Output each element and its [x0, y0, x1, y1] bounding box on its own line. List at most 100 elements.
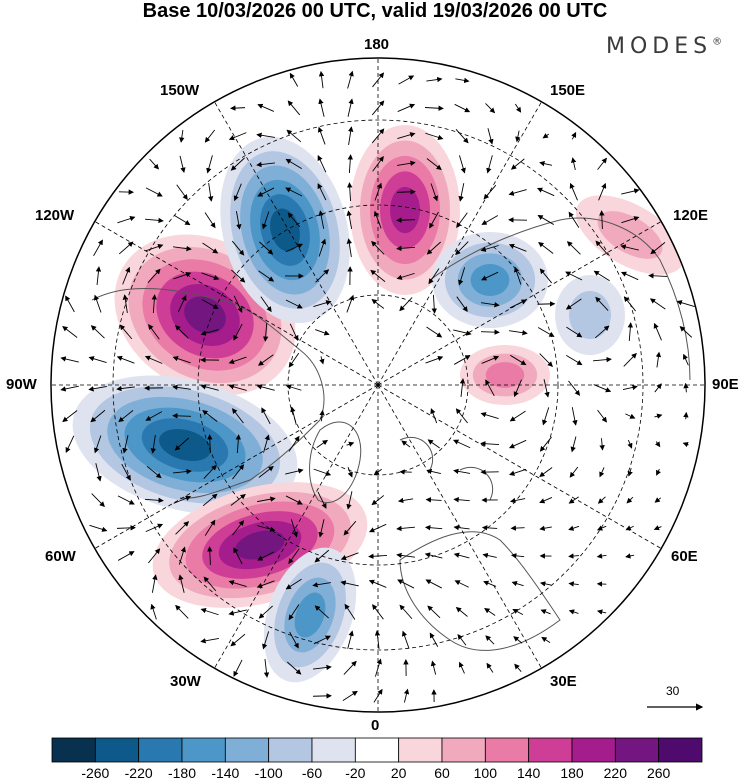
- wind-vector: [625, 553, 635, 559]
- wind-vector: [676, 300, 695, 308]
- wind-vector: [317, 155, 327, 173]
- wind-vector: [623, 296, 636, 312]
- wind-vector: [145, 523, 164, 533]
- wind-vector: [233, 183, 242, 202]
- wind-vector: [174, 325, 189, 339]
- wind-vector: [93, 239, 103, 257]
- wind-vector: [62, 325, 78, 338]
- wind-vector: [374, 182, 383, 201]
- meridian-line: [92, 219, 379, 386]
- lon-label-90e: 90E: [712, 376, 739, 393]
- wind-vector: [177, 295, 187, 313]
- wind-vector: [568, 553, 579, 559]
- wind-vector: [431, 294, 437, 314]
- wind-vector: [119, 324, 133, 340]
- wind-vector: [147, 268, 161, 283]
- wind-vector: [485, 103, 496, 114]
- wind-vector: [425, 355, 444, 364]
- wind-vector: [285, 158, 302, 170]
- wind-vector: [347, 182, 353, 202]
- wind-vector: [368, 553, 388, 559]
- wind-vector: [483, 184, 497, 200]
- lon-label-150e: 150E: [550, 82, 586, 99]
- map-disc: [51, 58, 705, 712]
- wind-vector: [508, 243, 527, 252]
- wind-vector: [373, 210, 382, 229]
- wind-vector: [598, 182, 607, 201]
- wind-vector: [509, 410, 526, 422]
- wind-vector: [480, 329, 500, 335]
- wind-vector: [286, 129, 302, 143]
- wind-vector: [568, 609, 579, 615]
- wind-vector: [509, 299, 527, 309]
- lon-label-90w: 90W: [6, 376, 37, 393]
- wind-vector: [368, 523, 387, 533]
- wind-vector: [514, 266, 522, 285]
- wind-vector: [206, 155, 213, 174]
- wind-vector: [539, 467, 553, 478]
- anomaly-field: [72, 125, 685, 683]
- wind-vector: [319, 409, 325, 422]
- wind-vector: [510, 158, 525, 170]
- colorbar-segment: [224, 737, 270, 763]
- wind-vector: [262, 211, 270, 230]
- arctic-islands: [399, 436, 494, 501]
- wind-vector: [537, 327, 555, 337]
- wind-vector: [121, 463, 131, 481]
- wind-vector: [116, 525, 136, 531]
- wind-vector: [172, 356, 191, 364]
- wind-vector: [539, 581, 552, 587]
- wind-vector: [235, 211, 242, 230]
- positive-anomaly-central-siberia: [460, 345, 550, 405]
- wind-vector: [313, 300, 332, 307]
- wind-vector: [262, 322, 269, 342]
- lon-label-30w: 30W: [170, 673, 201, 690]
- wind-vector: [314, 549, 330, 563]
- wind-vector: [566, 241, 581, 255]
- north-america-coast: [91, 287, 325, 499]
- wind-vector: [568, 211, 580, 228]
- negative-anomaly-aleutian: [220, 136, 350, 324]
- wind-vector: [150, 603, 157, 620]
- wind-vector: [566, 326, 583, 338]
- wind-vector: [94, 435, 102, 454]
- wind-vector: [682, 353, 689, 366]
- lon-label-180: 180: [364, 36, 390, 53]
- wind-vector: [95, 266, 102, 285]
- wind-vector: [453, 524, 470, 531]
- wind-vector: [655, 351, 662, 368]
- wind-vector: [146, 465, 162, 479]
- wind-vector: [228, 384, 247, 391]
- wind-vector: [207, 546, 213, 566]
- colorbar-segment: [94, 737, 140, 763]
- wind-vector: [60, 385, 79, 392]
- wind-vector: [457, 634, 467, 646]
- wind-vector: [200, 638, 219, 644]
- wind-vector: [287, 100, 301, 116]
- wind-vector: [318, 519, 325, 538]
- wind-vector: [172, 413, 192, 419]
- wind-vector: [510, 354, 527, 366]
- wind-vector: [233, 295, 243, 313]
- wind-vector: [403, 688, 410, 703]
- wind-vector: [122, 435, 129, 454]
- colorbar-tick-label: 100: [473, 765, 498, 781]
- wind-vector: [347, 98, 354, 117]
- wind-vector: [65, 435, 75, 453]
- wind-vector: [430, 183, 439, 202]
- colorbar-segment: [658, 737, 703, 763]
- wind-vector: [257, 187, 275, 197]
- wind-vector: [482, 552, 497, 559]
- wind-vector: [231, 269, 246, 283]
- positive-anomaly-central-siberia-contour: [485, 362, 525, 388]
- vector-reference-label: 30: [666, 684, 680, 698]
- wind-vector: [508, 189, 527, 196]
- wind-vector: [200, 329, 219, 336]
- wind-vector: [346, 210, 353, 229]
- wind-vector: [571, 131, 577, 140]
- wind-vector: [179, 155, 186, 174]
- wind-vector: [455, 77, 470, 84]
- wind-vector: [256, 161, 275, 168]
- wind-vector: [173, 468, 192, 475]
- wind-vector: [374, 630, 381, 649]
